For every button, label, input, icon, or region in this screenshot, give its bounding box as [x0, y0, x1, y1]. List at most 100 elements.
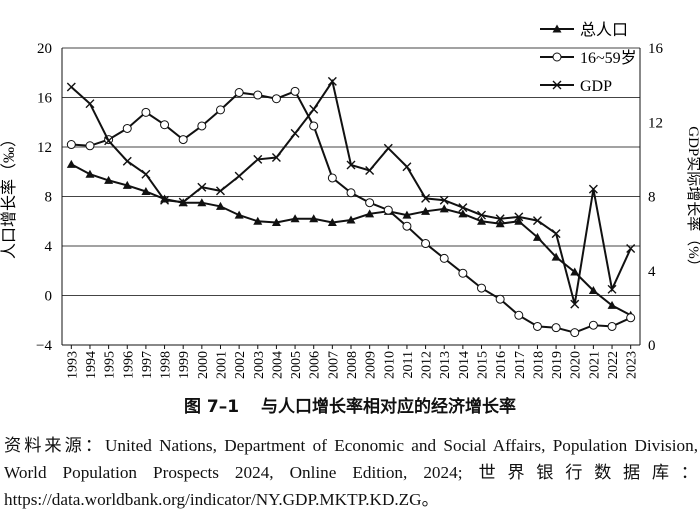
data-point-triangle: [421, 206, 431, 215]
data-point-x: [477, 210, 487, 220]
axes: [61, 48, 641, 349]
x-tick-label: 2003: [252, 351, 267, 379]
x-tick-label: 2009: [364, 351, 379, 379]
data-point-circle: [234, 88, 244, 98]
data-point-triangle: [253, 216, 263, 225]
x-tick-label: 2007: [326, 351, 341, 379]
data-point-circle: [570, 328, 580, 338]
y-left-tick-label: 4: [45, 239, 53, 255]
data-point-circle: [588, 320, 598, 330]
data-point-triangle: [215, 201, 225, 210]
data-point-circle: [532, 321, 542, 331]
data-point-x: [160, 195, 170, 205]
data-point-triangle: [234, 210, 244, 219]
x-tick-label: 2019: [550, 351, 565, 379]
data-point-triangle: [402, 210, 412, 219]
x-tick-label: 2012: [420, 351, 435, 379]
data-point-x: [532, 216, 542, 226]
x-tick-label: 2020: [569, 351, 584, 379]
data-point-x: [234, 171, 244, 181]
x-tick-label: 2023: [625, 351, 640, 379]
data-point-circle: [514, 310, 524, 320]
data-point-x: [197, 182, 207, 192]
y-left-tick-label: 20: [37, 41, 52, 57]
legend: 总人口 16~59岁 GDP: [540, 21, 637, 95]
series-layer: [66, 76, 636, 338]
data-point-x: [402, 162, 412, 172]
data-point-triangle: [197, 198, 207, 207]
x-tick-label: 2001: [214, 351, 229, 379]
data-point-x: [253, 154, 263, 164]
data-point-triangle: [514, 216, 524, 225]
legend-marker: [552, 24, 562, 33]
y-left-tick-label: 16: [37, 91, 53, 107]
x-tick-label: 2017: [513, 351, 528, 379]
x-tick-label: 2000: [196, 351, 211, 379]
data-point-triangle: [439, 204, 449, 213]
data-point-x: [421, 193, 431, 203]
x-tick-label: 2005: [289, 351, 304, 379]
data-point-x: [66, 82, 76, 92]
data-point-circle: [551, 323, 561, 333]
y-right-tick-label: 12: [648, 115, 663, 131]
data-point-x: [495, 214, 505, 224]
data-point-triangle: [365, 209, 375, 218]
data-point-triangle: [570, 267, 580, 276]
x-tick-label: 1997: [140, 351, 155, 379]
data-point-triangle: [607, 300, 617, 309]
data-point-circle: [178, 135, 188, 145]
legend-label: GDP: [580, 78, 612, 95]
data-point-x: [439, 195, 449, 205]
data-point-circle: [458, 268, 468, 278]
x-tick-label: 2022: [606, 351, 621, 379]
x-tick-label: 2011: [401, 351, 416, 378]
y-left-tick-label: 8: [45, 190, 53, 206]
data-point-triangle: [85, 169, 95, 178]
data-point-circle: [495, 294, 505, 304]
data-point-circle: [402, 221, 412, 231]
y-left-tick-label: 0: [45, 289, 53, 305]
legend-marker: [552, 52, 562, 62]
data-point-circle: [253, 90, 263, 100]
y-left-tick-label: 12: [37, 140, 52, 156]
legend-label: 16~59岁: [580, 49, 637, 67]
x-tick-label: 1995: [103, 351, 118, 379]
data-point-triangle: [458, 209, 468, 218]
data-point-x: [383, 143, 393, 153]
data-point-triangle: [141, 187, 151, 196]
data-point-x: [271, 153, 281, 163]
source-note: 资料来源：United Nations, Department of Econo…: [4, 436, 698, 509]
data-point-x: [551, 229, 561, 239]
data-point-triangle: [327, 217, 337, 226]
data-point-x: [309, 104, 319, 114]
x-tick-label: 1999: [177, 351, 192, 379]
figure-title: 与人口增长率相对应的经济增长率: [261, 397, 517, 417]
data-point-triangle: [477, 216, 487, 225]
data-point-x: [346, 160, 356, 170]
legend-marker: [552, 80, 562, 90]
x-tick-label: 2013: [438, 351, 453, 379]
data-point-circle: [141, 107, 151, 117]
data-point-circle: [66, 140, 76, 150]
x-tick-label: 1998: [159, 351, 174, 379]
data-point-circle: [439, 253, 449, 263]
figure-caption: 图 7–1 与人口增长率相对应的经济增长率: [0, 392, 700, 417]
y-right-tick-label: 8: [648, 190, 656, 206]
data-point-circle: [477, 283, 487, 293]
data-point-triangle: [588, 286, 598, 295]
data-point-triangle: [104, 175, 114, 184]
data-point-circle: [197, 121, 207, 131]
figure-number: 图 7–1: [183, 397, 240, 417]
data-point-circle: [290, 86, 300, 96]
x-tick-label: 2006: [308, 351, 323, 379]
data-point-circle: [160, 120, 170, 130]
data-point-triangle: [532, 232, 542, 241]
x-tick-label: 2008: [345, 351, 360, 379]
data-point-triangle: [290, 214, 300, 223]
data-point-x: [365, 166, 375, 176]
data-point-x: [570, 299, 580, 309]
x-tick-label: 2018: [531, 351, 546, 379]
data-point-circle: [421, 239, 431, 249]
data-point-triangle: [271, 217, 281, 226]
